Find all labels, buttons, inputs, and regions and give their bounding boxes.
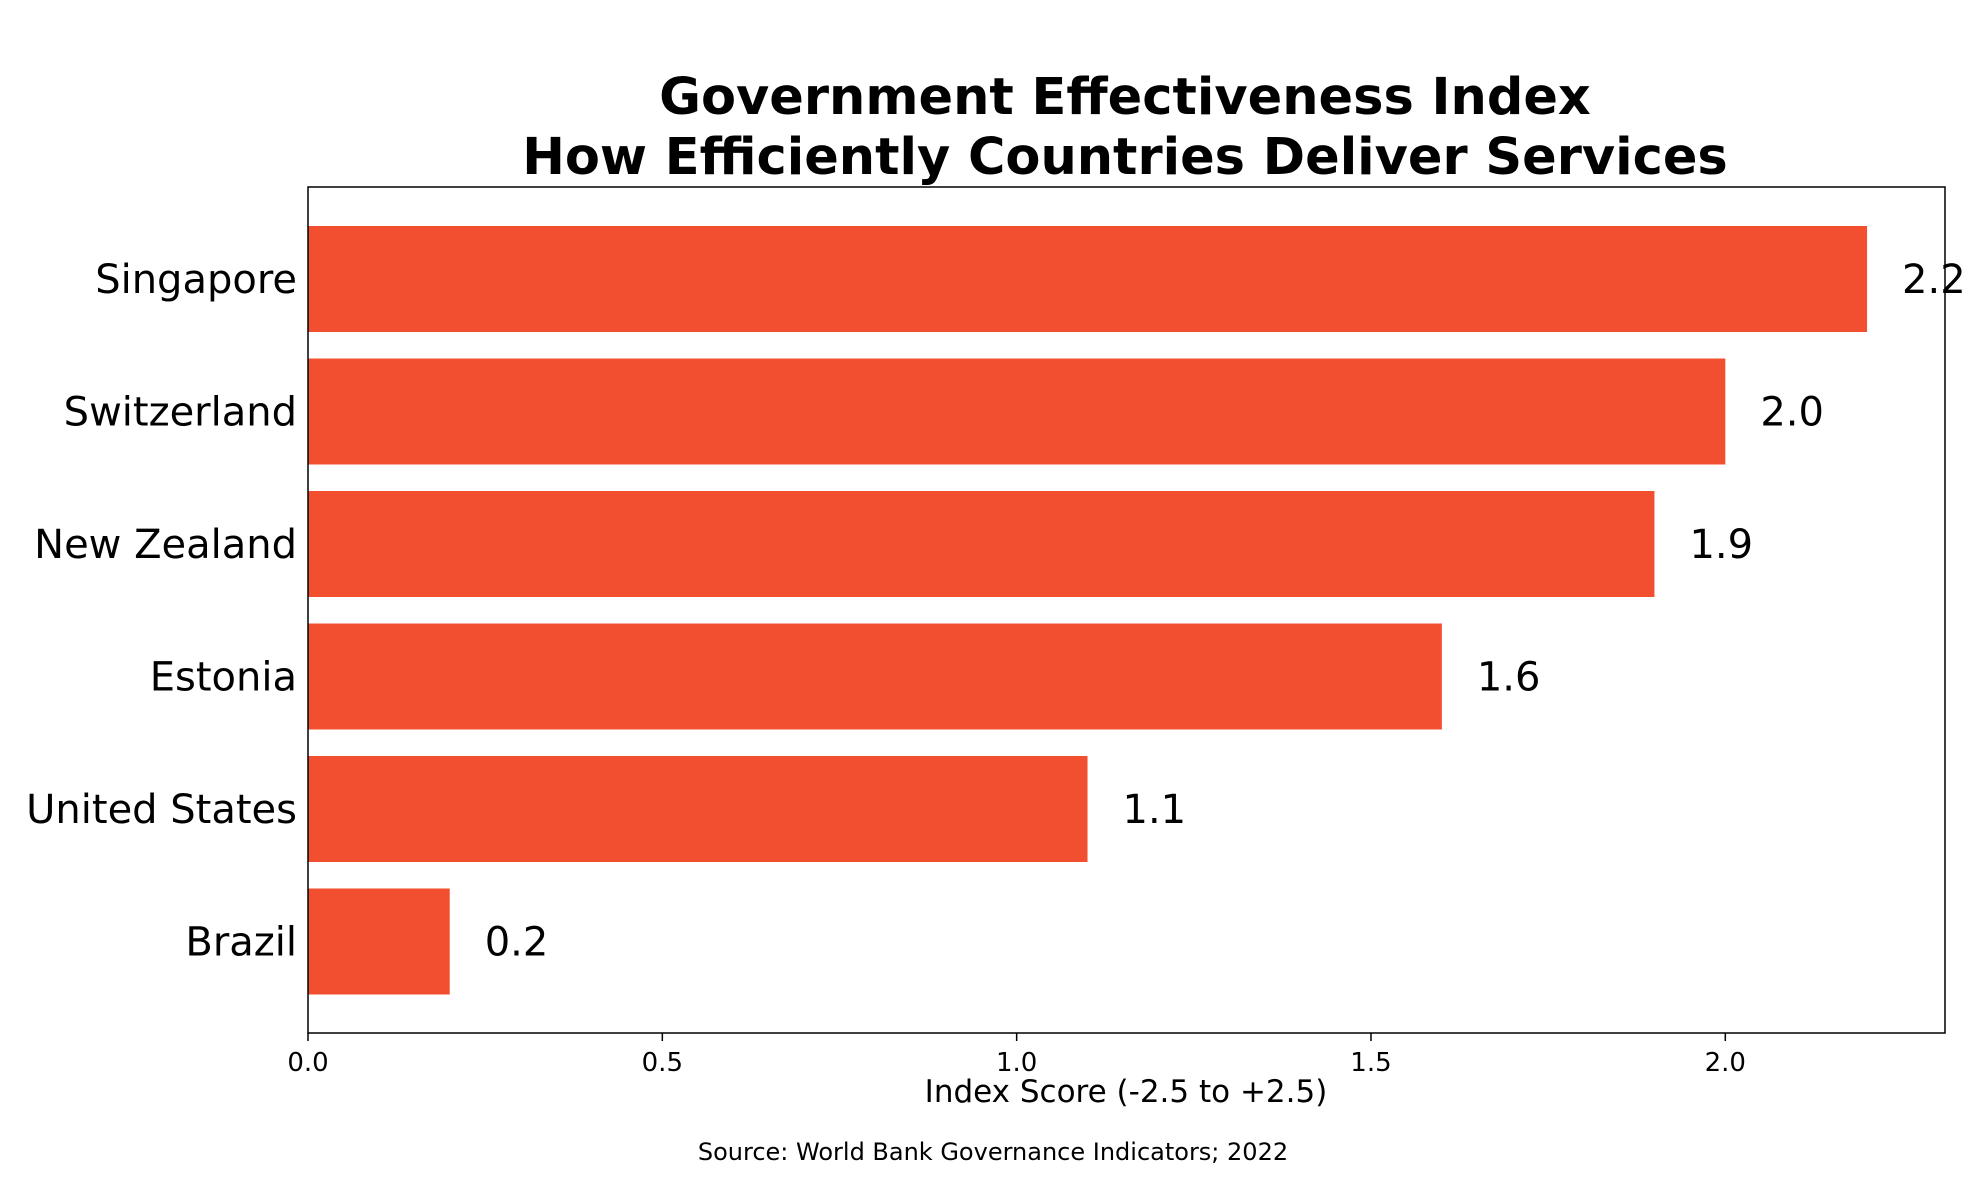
chart-title: Government Effectiveness Index How Effic… [522,68,1728,187]
x-tick-label: 1.5 [1350,1048,1391,1078]
bar-united-states [308,756,1088,862]
value-label-new-zealand: 1.9 [1689,522,1753,568]
value-label-estonia: 1.6 [1477,655,1541,701]
category-label-brazil: Brazil [185,920,297,966]
category-label-united-states: United States [26,787,297,833]
bar-singapore [308,226,1868,332]
x-axis-ticks: 0.0 0.5 1.0 1.5 2.0 [287,1033,1746,1078]
category-label-singapore: Singapore [95,257,297,303]
x-tick-label: 0.5 [642,1048,683,1078]
plot-frame [307,186,1946,1034]
bar-brazil [308,888,450,995]
bars-group [308,226,1868,995]
value-label-united-states: 1.1 [1123,787,1187,833]
bar-switzerland [308,358,1726,465]
x-tick-label: 0.0 [287,1048,328,1078]
x-axis-label: Index Score (-2.5 to +2.5) [925,1074,1328,1110]
category-label-new-zealand: New Zealand [34,522,297,568]
category-label-switzerland: Switzerland [64,390,297,436]
chart-title-line-2: How Efficiently Countries Deliver Servic… [522,128,1728,187]
value-labels: 2.2 2.0 1.9 1.6 1.1 0.2 [485,257,1966,966]
source-note: Source: World Bank Governance Indicators… [698,1138,1288,1166]
x-tick-label: 1.0 [996,1048,1037,1078]
category-labels: Singapore Switzerland New Zealand Estonia Un… [26,257,297,966]
value-label-brazil: 0.2 [485,920,549,966]
category-label-estonia: Estonia [150,655,297,701]
value-label-singapore: 2.2 [1902,257,1966,303]
value-label-switzerland: 2.0 [1760,390,1824,436]
x-tick-label: 2.0 [1705,1048,1746,1078]
bar-estonia [308,623,1442,730]
chart-title-line-1: Government Effectiveness Index [659,68,1591,127]
bar-new-zealand [308,491,1655,597]
